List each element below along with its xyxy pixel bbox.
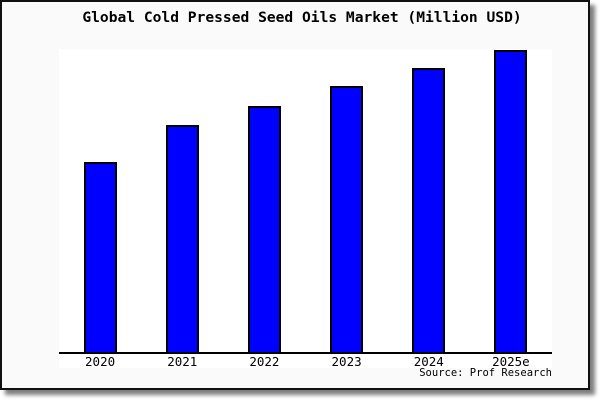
x-tick-label-2023: 2023 <box>331 354 362 369</box>
bar-2025e <box>494 50 528 352</box>
bar-2021 <box>165 125 199 352</box>
x-tick-label-2021: 2021 <box>167 354 198 369</box>
bar-2023 <box>330 86 364 352</box>
bar-2020 <box>83 162 117 352</box>
x-tick-label-2020: 2020 <box>85 354 116 369</box>
x-tick-label-2022: 2022 <box>249 354 280 369</box>
source-credit: Source: Prof Research <box>419 367 552 379</box>
x-axis-line <box>59 352 552 354</box>
x-tick-label-2025e: 2025e <box>492 354 530 369</box>
bar-2024 <box>412 68 446 352</box>
bar-2022 <box>247 106 281 352</box>
x-tick-label-2024: 2024 <box>413 354 444 369</box>
chart-title: Global Cold Pressed Seed Oils Market (Mi… <box>82 9 522 26</box>
chart-card: Global Cold Pressed Seed Oils Market (Mi… <box>0 0 590 390</box>
plot-area: 2020 2021 2022 2023 2024 2025e <box>59 49 552 369</box>
